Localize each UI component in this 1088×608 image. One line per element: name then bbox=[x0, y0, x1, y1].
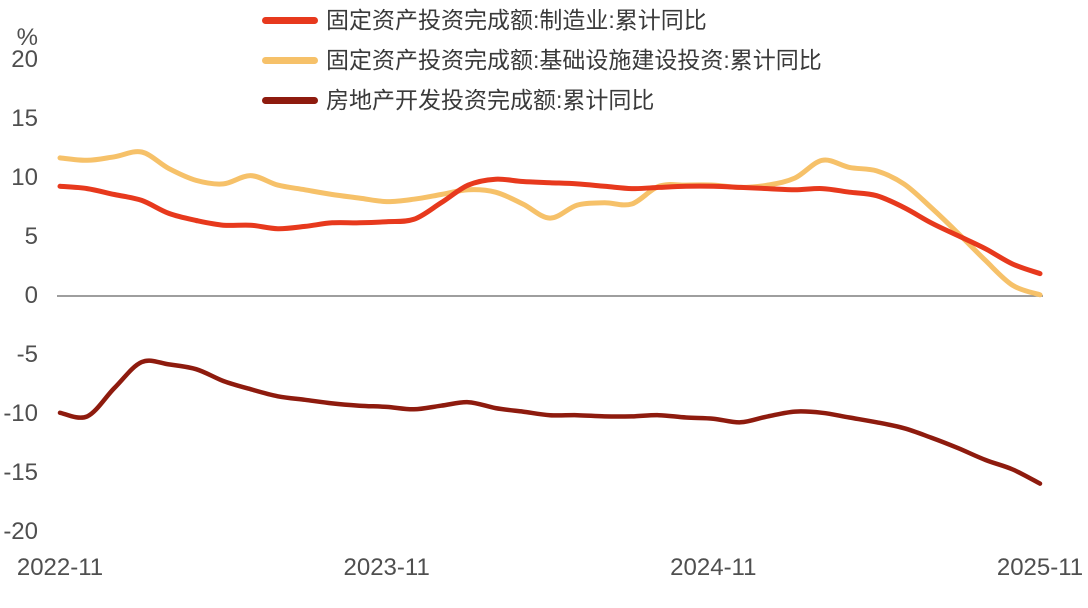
y-tick-label: 15 bbox=[11, 105, 38, 132]
series-line-2 bbox=[57, 358, 1043, 486]
x-tick-label: 2024-11 bbox=[670, 554, 757, 581]
chart-legend: 固定资产投资完成额:制造业:累计同比 固定资产投资完成额:基础设施建设投资:累计… bbox=[262, 0, 822, 120]
y-tick-label: 20 bbox=[11, 46, 38, 73]
x-tick-label: 2022-11 bbox=[16, 554, 104, 581]
legend-item-real-estate: 房地产开发投资完成额:累计同比 bbox=[262, 80, 822, 120]
y-tick-label: 5 bbox=[24, 223, 38, 250]
x-tick-label: 2023-11 bbox=[343, 554, 430, 581]
legend-swatch-real-estate-icon bbox=[262, 96, 318, 104]
series-line-0 bbox=[57, 176, 1043, 277]
legend-label-real-estate: 房地产开发投资完成额:累计同比 bbox=[326, 86, 655, 113]
y-tick-label: -5 bbox=[16, 341, 38, 368]
y-tick-label: -20 bbox=[3, 518, 38, 545]
x-tick-label: 2025-11 bbox=[996, 554, 1084, 581]
y-tick-label: -15 bbox=[3, 459, 38, 486]
legend-swatch-manufacturing-icon bbox=[262, 16, 318, 24]
series-line-1 bbox=[57, 149, 1043, 298]
y-tick-label: 10 bbox=[11, 164, 38, 191]
legend-label-infrastructure: 固定资产投资完成额:基础设施建设投资:累计同比 bbox=[326, 46, 822, 73]
y-tick-label: 0 bbox=[24, 282, 38, 309]
y-tick-label: -10 bbox=[3, 400, 38, 427]
legend-label-manufacturing: 固定资产投资完成额:制造业:累计同比 bbox=[326, 6, 707, 33]
legend-item-manufacturing: 固定资产投资完成额:制造业:累计同比 bbox=[262, 0, 822, 40]
y-axis-unit-label: % bbox=[16, 24, 38, 51]
legend-item-infrastructure: 固定资产投资完成额:基础设施建设投资:累计同比 bbox=[262, 40, 822, 80]
legend-swatch-infrastructure-icon bbox=[262, 56, 318, 64]
